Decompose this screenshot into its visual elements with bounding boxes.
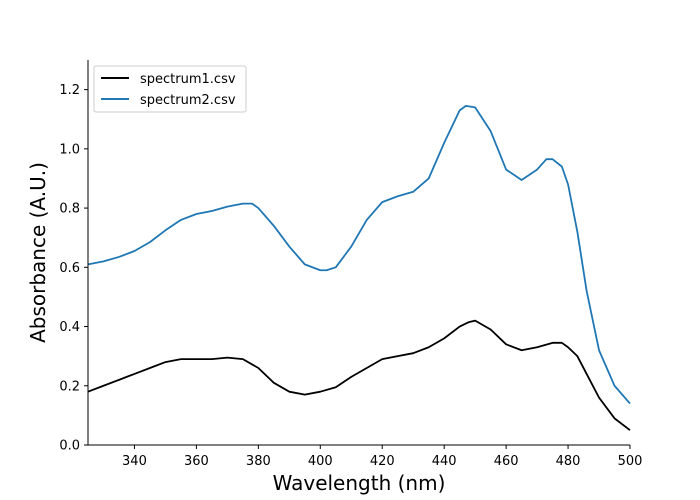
series-lines xyxy=(87,105,631,431)
y-tick-label: 0.8 xyxy=(59,202,80,217)
legend: spectrum1.csv spectrum2.csv xyxy=(93,65,247,113)
y-tick-label: 0.4 xyxy=(59,320,80,335)
x-tick-label: 500 xyxy=(618,454,643,469)
legend-box xyxy=(93,65,247,113)
x-tick-label: 400 xyxy=(308,454,333,469)
y-tick-label: 0.6 xyxy=(59,261,80,276)
y-tick-label: 1.2 xyxy=(59,83,80,98)
x-tick-label: 440 xyxy=(432,454,457,469)
y-axis-label: Absorbance (A.U.) xyxy=(26,162,50,343)
x-ticks: 340 360 380 400 420 440 460 480 500 xyxy=(122,445,642,469)
y-tick-label: 0.2 xyxy=(59,379,80,394)
axes xyxy=(87,60,630,446)
legend-label-spectrum2: spectrum2.csv xyxy=(140,93,236,108)
x-tick-label: 380 xyxy=(246,454,271,469)
x-tick-label: 460 xyxy=(494,454,519,469)
series-line-1 xyxy=(87,319,631,431)
x-tick-label: 420 xyxy=(370,454,395,469)
y-ticks: 0.0 0.2 0.4 0.6 0.8 1.0 1.2 xyxy=(59,83,88,454)
series-line-2 xyxy=(87,105,631,405)
x-tick-label: 480 xyxy=(556,454,581,469)
x-tick-label: 360 xyxy=(184,454,209,469)
x-axis-label: Wavelength (nm) xyxy=(273,471,446,495)
x-tick-label: 340 xyxy=(122,454,147,469)
y-tick-label: 1.0 xyxy=(59,142,80,157)
y-tick-label: 0.0 xyxy=(59,439,80,454)
legend-label-spectrum1: spectrum1.csv xyxy=(140,72,236,87)
